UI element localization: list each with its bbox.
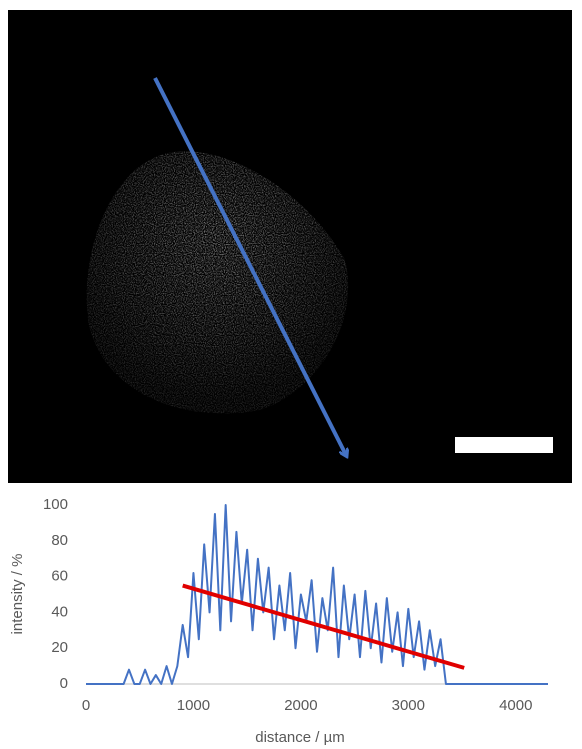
y-tick-label: 100 (43, 496, 68, 513)
x-axis-label: distance / µm (255, 729, 345, 746)
trend-line (182, 583, 465, 670)
x-tick-label: 3000 (392, 697, 425, 714)
y-tick-label: 20 (51, 639, 68, 656)
x-tick-label: 4000 (499, 697, 532, 714)
y-tick-label: 80 (51, 532, 68, 549)
x-tick-label: 1000 (177, 697, 210, 714)
specimen (86, 151, 349, 414)
chart: distance / µm intensity / % 0 20 40 60 80 100… (9, 496, 548, 746)
y-axis-label: intensity / % (9, 554, 26, 635)
y-tick-label: 0 (60, 675, 68, 692)
y-tick-label: 60 (51, 568, 68, 585)
profile-arrow (153, 77, 346, 455)
scale-bar (455, 437, 553, 453)
x-tick-label: 2000 (284, 697, 317, 714)
profile-line (86, 504, 548, 685)
y-tick-label: 40 (51, 603, 68, 620)
x-tick-label: 0 (82, 697, 90, 714)
